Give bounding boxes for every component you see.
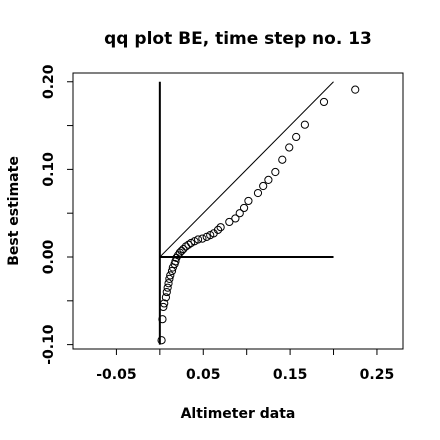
data-point <box>213 225 223 234</box>
data-point <box>177 246 186 255</box>
y-tick-label: -0.10 <box>41 324 57 365</box>
data-point <box>239 203 249 213</box>
data-point <box>285 143 294 152</box>
data-point <box>158 315 167 324</box>
data-point <box>179 245 188 254</box>
data-point <box>231 214 240 223</box>
y-tick-label: 0.10 <box>41 152 57 187</box>
y-tick-label: 0.20 <box>41 64 57 99</box>
data-point <box>162 287 171 297</box>
x-tick-label: 0.15 <box>273 367 308 383</box>
data-point <box>300 120 309 129</box>
data-point <box>351 85 360 94</box>
data-point <box>225 217 234 227</box>
data-point <box>161 293 171 302</box>
data-point <box>160 299 169 308</box>
data-point <box>159 302 168 312</box>
y-axis: -0.10 0.00 0.10 0.20 <box>41 64 73 365</box>
plot-frame <box>72 72 404 350</box>
data-point <box>198 234 207 243</box>
x-axis-label: Altimeter data <box>181 406 296 422</box>
reference-lines <box>158 81 334 345</box>
data-point <box>264 175 273 184</box>
data-point <box>193 235 203 244</box>
data-point <box>167 266 177 276</box>
data-point <box>319 97 329 107</box>
data-point <box>163 283 172 292</box>
reference-line-identity <box>159 81 334 258</box>
data-point <box>166 271 175 280</box>
chart-title: qq plot BE, time step no. 13 <box>104 29 372 49</box>
data-point <box>259 181 268 191</box>
data-point <box>216 223 225 232</box>
x-tick-label: 0.25 <box>360 367 395 383</box>
data-point <box>184 240 193 249</box>
y-tick-label: 0.00 <box>41 239 57 274</box>
x-tick-label: 0.05 <box>186 367 221 383</box>
data-point <box>244 196 253 206</box>
data-points <box>157 85 360 345</box>
data-point <box>271 167 280 177</box>
data-point <box>292 132 301 142</box>
x-axis: -0.05 0.05 0.15 0.25 <box>96 349 394 383</box>
data-point <box>157 336 166 345</box>
data-point <box>235 209 244 218</box>
data-point <box>165 274 174 284</box>
y-axis-label: Best estimate <box>6 156 22 266</box>
x-tick-label: -0.05 <box>96 367 136 383</box>
data-point <box>278 155 287 164</box>
data-point <box>253 188 263 198</box>
data-point <box>164 279 173 288</box>
